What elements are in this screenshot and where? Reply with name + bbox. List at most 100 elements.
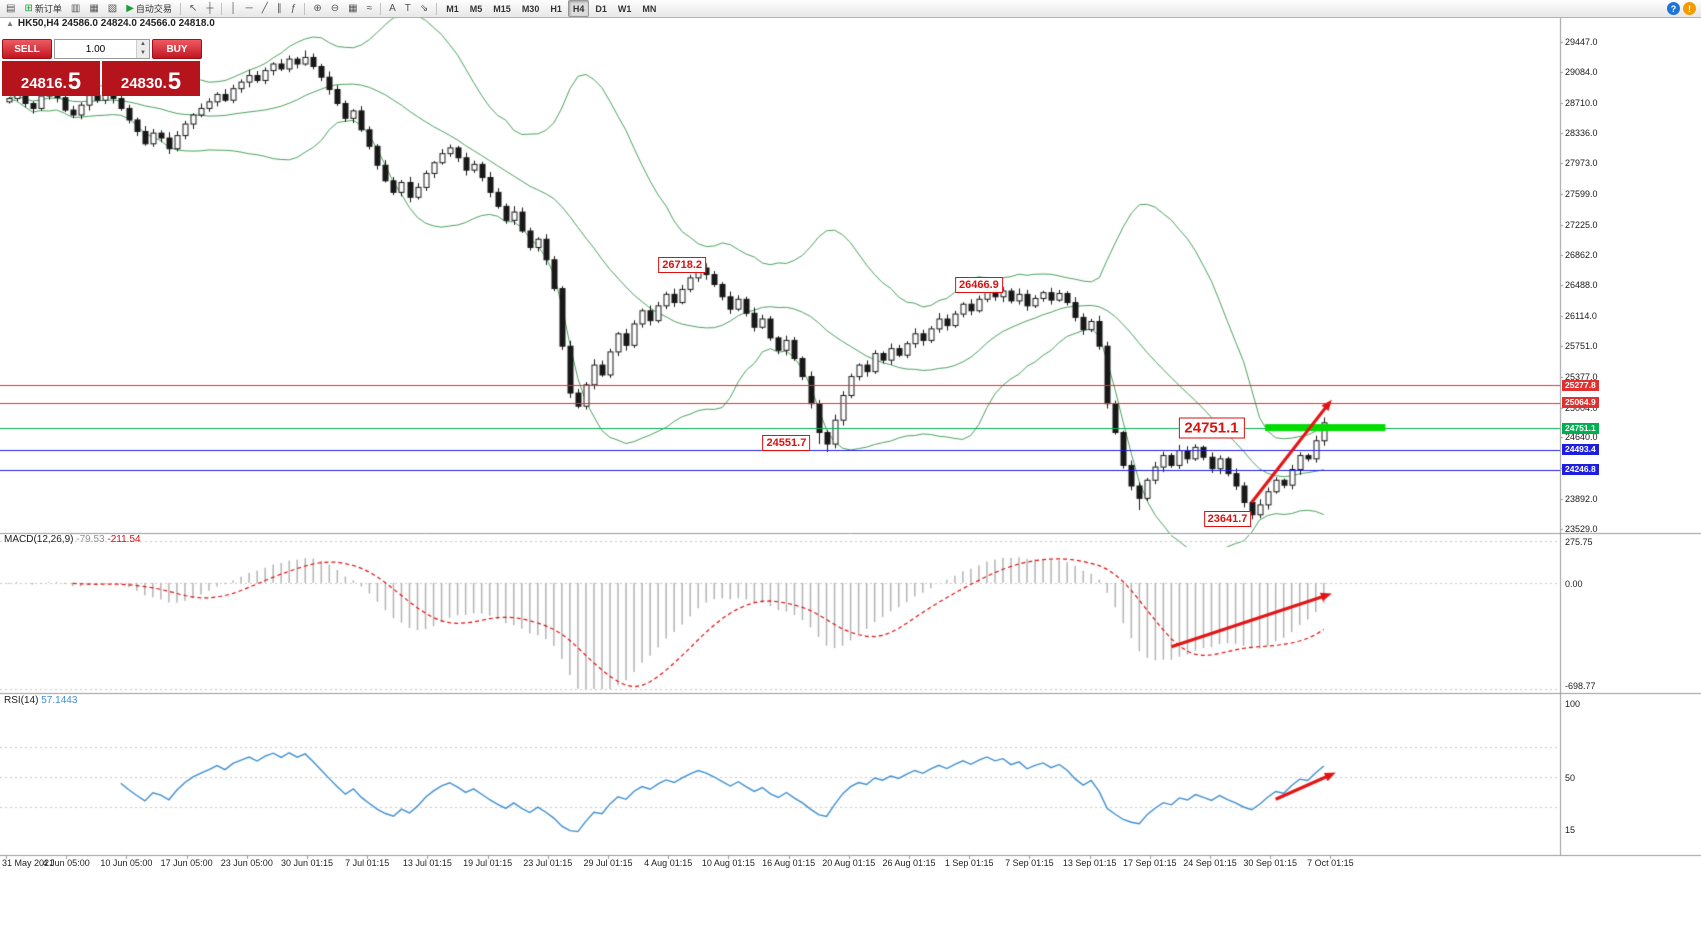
data-window-button[interactable]: ▧ <box>104 0 121 17</box>
price-annotation-label[interactable]: 26466.9 <box>955 276 1003 293</box>
volume-input[interactable] <box>55 40 136 58</box>
price-axis-label: 23892.0 <box>1565 493 1598 504</box>
chart-window-button[interactable]: ▥ <box>67 0 84 17</box>
help-badge-icon[interactable]: ? <box>1667 2 1680 15</box>
trendline-tool-button[interactable]: ╱ <box>258 0 272 17</box>
volume-up-button[interactable]: ▲ <box>137 40 149 49</box>
trendline-tool-button-icon: ╱ <box>261 2 268 14</box>
macd-axis-label: -698.77 <box>1565 681 1596 691</box>
time-axis-label: 17 Jun 05:00 <box>160 858 213 868</box>
time-axis-label: 23 Jun 05:00 <box>220 858 273 868</box>
app-menu-button[interactable]: ▤ <box>2 0 19 17</box>
buy-price[interactable]: 24830. 5 <box>102 61 200 96</box>
zoom-out-button[interactable]: ⊖ <box>327 0 343 17</box>
timeframe-m30-button-label: M30 <box>521 3 540 14</box>
toolbar-right: ?! <box>1667 2 1699 15</box>
timeframe-d1-button-label: D1 <box>595 3 607 14</box>
price-axis-label: 24640.0 <box>1565 432 1598 443</box>
macd-name: MACD(12,26,9) <box>4 534 74 545</box>
timeframe-d1-button[interactable]: D1 <box>590 0 612 17</box>
timeframe-h1-button-label: H1 <box>550 3 562 14</box>
time-axis-label: 20 Aug 01:15 <box>822 858 876 868</box>
price-axis-label: 25751.0 <box>1565 341 1598 352</box>
price-axis-label: 26488.0 <box>1565 280 1598 291</box>
time-axis-label: 13 Sep 01:15 <box>1062 858 1117 868</box>
crosshair-tool-button[interactable]: ┼ <box>202 0 217 17</box>
timeframe-m15-button[interactable]: M15 <box>488 0 516 17</box>
timeframe-mn-button[interactable]: MN <box>637 0 661 17</box>
time-axis-label: 26 Aug 01:15 <box>882 858 936 868</box>
zoom-out-button-icon: ⊖ <box>330 2 340 14</box>
sell-button[interactable]: SELL <box>2 39 52 59</box>
tile-windows-button[interactable]: ▦ <box>344 0 361 17</box>
buy-price-pips: 5 <box>167 68 182 95</box>
autotrading-button[interactable]: ▶ 自动交易 <box>122 0 176 17</box>
timeframe-w1-button[interactable]: W1 <box>613 0 637 17</box>
price-axis-label: 28710.0 <box>1565 97 1598 108</box>
horizontal-line-tool-button[interactable]: ─ <box>242 0 257 17</box>
time-axis-label: 7 Sep 01:15 <box>1005 858 1054 868</box>
new-order-button-label: 新订单 <box>34 4 62 14</box>
toolbar-separator <box>436 2 438 15</box>
price-line-flag: 24493.4 <box>1562 444 1599 456</box>
text-label-tool-button-icon: T <box>404 2 411 14</box>
macd-axis-label: 275.75 <box>1565 537 1593 547</box>
text-label-tool-button[interactable]: T <box>401 0 415 17</box>
volume-down-button[interactable]: ▼ <box>137 49 149 58</box>
timeframe-m1-button[interactable]: M1 <box>441 0 464 17</box>
horizontal-line-tool-button-icon: ─ <box>245 2 253 14</box>
text-tool-button[interactable]: A <box>385 0 400 17</box>
price-axis-label: 23529.0 <box>1565 523 1598 534</box>
time-axis-label: 23 Jul 01:15 <box>523 858 573 868</box>
price-axis-label: 28336.0 <box>1565 128 1598 139</box>
sell-price[interactable]: 24816. 5 <box>2 61 100 96</box>
chart-symbol-icon: ▲ <box>6 19 14 28</box>
price-annotation-label[interactable]: 26718.2 <box>658 256 707 273</box>
data-window-button-icon: ▧ <box>107 2 118 14</box>
rsi-axis-label: 100 <box>1565 699 1581 709</box>
timeframe-w1-button-label: W1 <box>617 3 632 14</box>
arrow-tool-button[interactable]: ⇘ <box>416 0 432 17</box>
time-axis-label: 30 Jun 01:15 <box>280 858 334 868</box>
toolbar-separator <box>304 2 306 15</box>
time-axis-label: 31 May 2021 <box>2 858 55 868</box>
toolbar-separator <box>179 2 181 15</box>
time-axis-label: 7 Oct 01:15 <box>1307 858 1354 868</box>
price-annotation-label[interactable]: 24751.1 <box>1178 417 1245 439</box>
chart-area: ▲ HK50,H4 24586.0 24824.0 24566.0 24818.… <box>0 17 1701 939</box>
vertical-line-tool-button-icon: │ <box>230 2 237 14</box>
time-axis-label: 29 Jul 01:15 <box>583 858 633 868</box>
time-axis-label: 4 Aug 01:15 <box>644 858 693 868</box>
equidistant-channel-tool-button-icon: ∥ <box>276 2 282 14</box>
timeframe-m30-button[interactable]: M30 <box>517 0 545 17</box>
price-annotation-label[interactable]: 23641.7 <box>1203 510 1252 527</box>
buy-button[interactable]: BUY <box>152 39 202 59</box>
fibonacci-tool-button-icon: ƒ <box>290 2 297 14</box>
macd-value: -79.53 <box>76 534 105 545</box>
price-axis-label: 27599.0 <box>1565 189 1598 200</box>
autotrading-button-label: 自动交易 <box>135 4 172 14</box>
rsi-name: RSI(14) <box>4 695 39 706</box>
rsi-label: RSI(14) 57.1443 <box>4 695 77 706</box>
indicator-list-button[interactable]: ≈ <box>363 0 377 17</box>
equidistant-channel-tool-button[interactable]: ∥ <box>273 0 286 17</box>
timeframe-h1-button[interactable]: H1 <box>545 0 567 17</box>
timeframe-m15-button-label: M15 <box>493 3 511 14</box>
rsi-axis-label: 50 <box>1565 773 1576 783</box>
new-order-button[interactable]: ⊞ 新订单 <box>20 0 65 17</box>
time-axis-label: 19 Jul 01:15 <box>463 858 513 868</box>
sell-price-pips: 5 <box>67 68 82 95</box>
timeframe-m5-button[interactable]: M5 <box>465 0 488 17</box>
price-axis-label: 26114.0 <box>1565 311 1597 322</box>
alert-badge-icon[interactable]: ! <box>1683 2 1696 15</box>
chart-canvas[interactable] <box>0 17 1701 939</box>
fibonacci-tool-button[interactable]: ƒ <box>287 0 301 17</box>
autotrading-button-icon: ▶ <box>126 2 134 14</box>
price-annotation-label[interactable]: 24551.7 <box>762 434 811 451</box>
rsi-axis-label: 15 <box>1565 824 1576 835</box>
vertical-line-tool-button[interactable]: │ <box>226 0 240 17</box>
zoom-in-button[interactable]: ⊕ <box>309 0 325 17</box>
cursor-tool-button[interactable]: ↖ <box>185 0 201 17</box>
market-watch-button[interactable]: ▦ <box>85 0 102 17</box>
timeframe-h4-button[interactable]: H4 <box>567 0 590 17</box>
